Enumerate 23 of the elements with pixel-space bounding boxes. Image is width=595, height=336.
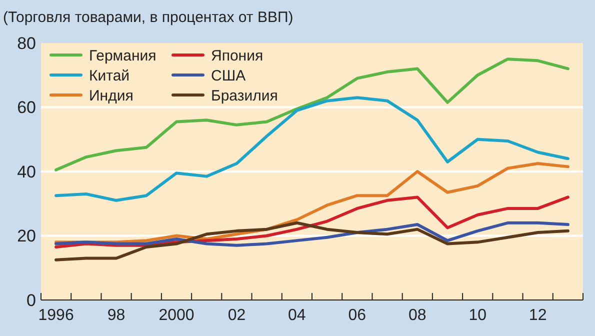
x-tick-label: 98 bbox=[107, 307, 126, 324]
legend-label: Япония bbox=[211, 47, 264, 64]
y-tick-label: 40 bbox=[17, 162, 36, 182]
x-tick-label: 06 bbox=[348, 307, 366, 324]
legend-label: Индия bbox=[89, 87, 134, 104]
chart-title: (Торговля товарами, в процентах от ВВП) bbox=[3, 9, 294, 26]
legend-label: Бразилия bbox=[211, 87, 278, 104]
y-tick-label: 20 bbox=[17, 226, 36, 246]
line-series bbox=[54, 221, 570, 247]
legend-label: Германия bbox=[89, 47, 156, 64]
x-tick-label: 08 bbox=[408, 307, 426, 324]
y-tick-label: 80 bbox=[17, 34, 36, 53]
legend-label: США bbox=[211, 67, 246, 84]
line-series bbox=[54, 221, 570, 262]
x-tick-label: 12 bbox=[528, 307, 547, 324]
x-tick-label: 04 bbox=[288, 307, 306, 324]
legend-label: Китай bbox=[89, 67, 130, 84]
x-tick-label: 1996 bbox=[38, 307, 74, 324]
y-tick-label: 60 bbox=[17, 98, 36, 118]
x-tick-label: 2000 bbox=[158, 307, 194, 324]
x-tick-label: 10 bbox=[468, 307, 487, 324]
x-tick-label: 02 bbox=[228, 307, 246, 324]
y-tick-label: 0 bbox=[26, 290, 36, 310]
